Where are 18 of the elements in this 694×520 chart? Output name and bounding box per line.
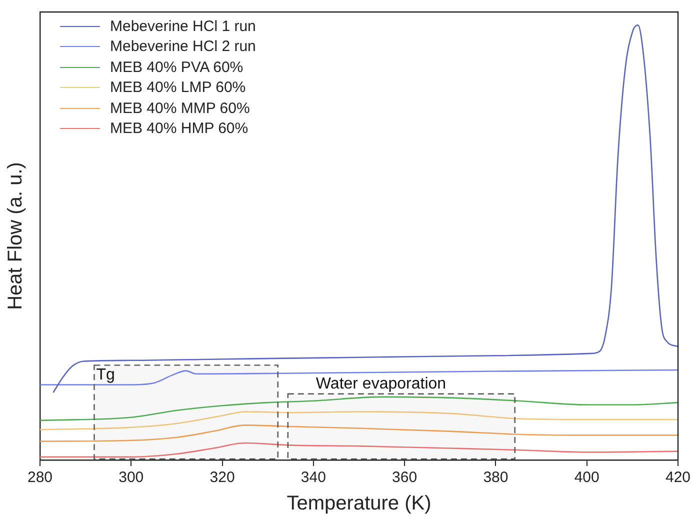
x-tick-label: 400 — [574, 469, 600, 486]
x-tick-label: 280 — [27, 469, 53, 486]
y-axis-title: Heat Flow (a. u.) — [4, 162, 27, 310]
legend-label: Mebeverine HCl 2 run — [110, 38, 256, 56]
legend-label: MEB 40% LMP 60% — [110, 79, 246, 96]
band-label: Water evaporation — [316, 375, 446, 392]
legend-label: MEB 40% MMP 60% — [110, 100, 250, 117]
legend-label: MEB 40% PVA 60% — [110, 58, 244, 76]
x-tick-label: 340 — [300, 469, 326, 486]
band-label: Tg — [96, 366, 115, 384]
legend-label: Mebeverine HCl 1 run — [110, 18, 256, 35]
x-tick-label: 300 — [118, 469, 144, 486]
x-tick-label: 320 — [210, 469, 235, 486]
x-axis-title: Temperature (K) — [286, 492, 432, 515]
x-tick-label: 360 — [392, 469, 418, 486]
x-tick-label: 380 — [483, 469, 508, 486]
x-tick-label: 420 — [665, 469, 691, 486]
legend-label: MEB 40% HMP 60% — [110, 120, 248, 138]
